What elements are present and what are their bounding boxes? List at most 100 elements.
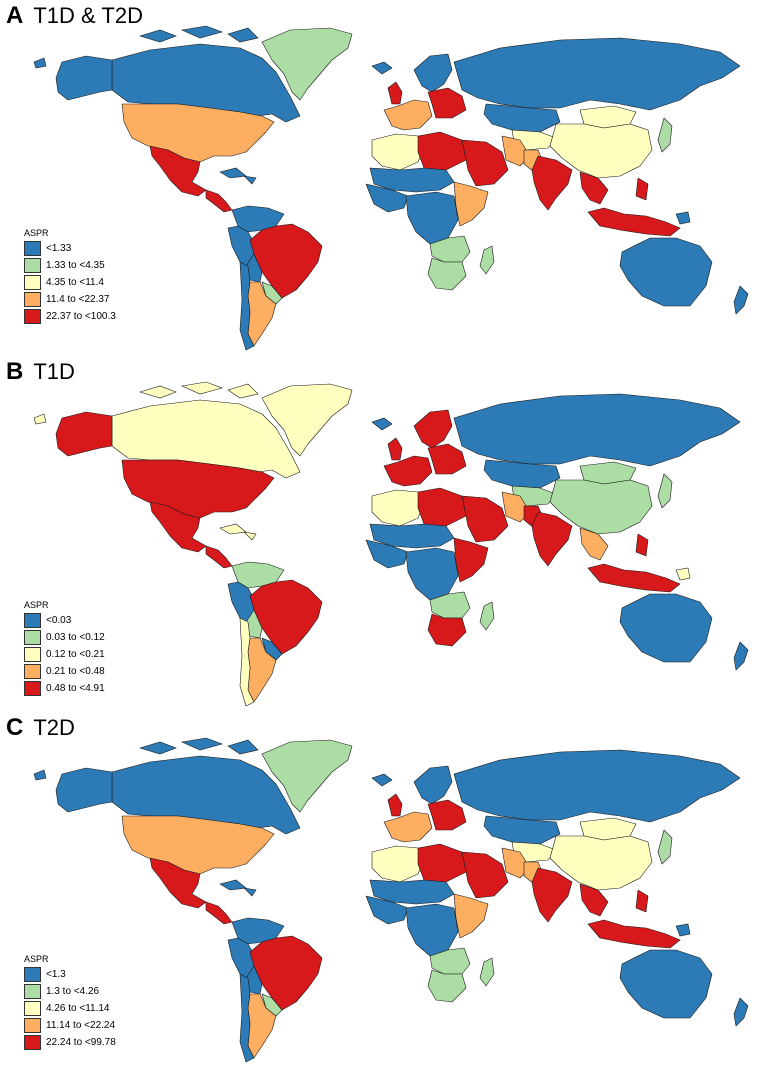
region-greenland: [261, 383, 353, 457]
region-china: [549, 479, 653, 535]
legend-swatch: [24, 613, 41, 628]
region-japan: [657, 117, 673, 153]
legend-item: 1.3 to <4.26: [24, 983, 116, 1000]
region-philippines: [635, 889, 649, 913]
legend-label: 1.3 to <4.26: [46, 986, 100, 997]
region-north-africa-w: [371, 489, 425, 527]
region-canada: [111, 399, 301, 479]
region-japan: [657, 473, 673, 509]
region-scandinavia: [413, 409, 453, 449]
panel-header: A T1D & T2D: [6, 2, 143, 38]
region-greenland: [261, 27, 353, 101]
island-region: [219, 879, 247, 891]
legend-title: ASPR: [24, 228, 49, 238]
legend-swatch: [24, 292, 41, 307]
region-madagascar: [479, 245, 495, 275]
region-central-africa: [405, 547, 459, 601]
region-australia: [619, 237, 713, 307]
legend-item: 4.26 to <11.14: [24, 1000, 116, 1017]
legend-swatch: [24, 1001, 41, 1016]
island-region: [180, 381, 223, 395]
region-new-zealand: [733, 641, 749, 671]
region-china: [549, 123, 653, 179]
region-alaska: [55, 55, 113, 101]
region-libya-egypt: [417, 487, 467, 527]
region-russia: [453, 393, 741, 467]
region-new-zealand: [733, 997, 749, 1027]
world-map: [33, 381, 749, 707]
island-region: [219, 523, 247, 535]
legend-label: <1.33: [46, 243, 72, 254]
legend-label: 22.37 to <100.3: [46, 311, 116, 322]
legend-item: 0.21 to <0.48: [24, 663, 105, 680]
legend-title: ASPR: [24, 954, 49, 964]
region-libya-egypt: [417, 131, 467, 171]
region-usa: [121, 459, 275, 519]
region-libya-egypt: [417, 843, 467, 883]
island-region: [138, 741, 177, 755]
region-middle-east: [461, 851, 509, 899]
legend-swatch: [24, 967, 41, 982]
legend-title: ASPR: [24, 600, 49, 610]
region-east-africa: [453, 181, 489, 227]
region-madagascar: [479, 601, 495, 631]
legend: ASPR <1.3 1.3 to <4.26 4.26 to <11.14 11…: [24, 954, 116, 1051]
world-map: [33, 25, 749, 351]
region-central-africa: [405, 191, 459, 245]
panel-letter: B: [6, 358, 24, 385]
region-paraguay: [261, 281, 283, 305]
panel-title: T2D: [33, 715, 75, 740]
legend-label: 4.35 to <11.4: [46, 277, 104, 288]
region-alaska: [55, 767, 113, 813]
region-usa: [121, 103, 275, 163]
island-region: [227, 27, 259, 43]
island-region: [33, 769, 47, 781]
region-uk: [387, 437, 403, 461]
legend-item: <0.03: [24, 612, 105, 629]
legend-swatch: [24, 1035, 41, 1050]
panel-header: B T1D: [6, 358, 75, 394]
legend-label: 0.48 to <4.91: [46, 683, 105, 694]
region-alaska: [55, 411, 113, 457]
region-west-africa: [365, 183, 409, 213]
legend-item: 1.33 to <4.35: [24, 257, 116, 274]
region-eastern-europe: [427, 799, 467, 831]
legend-item: 0.48 to <4.91: [24, 680, 105, 697]
legend-swatch: [24, 984, 41, 999]
region-iceland: [371, 773, 393, 787]
island-region: [138, 29, 177, 43]
region-new-zealand: [733, 285, 749, 315]
island-region: [138, 385, 177, 399]
region-indonesia: [587, 207, 681, 237]
region-sahel: [369, 167, 455, 193]
region-eastern-europe: [427, 443, 467, 475]
panel-title: T1D: [33, 359, 75, 384]
legend-item: 4.35 to <11.4: [24, 274, 116, 291]
region-india: [531, 155, 573, 211]
legend-swatch: [24, 309, 41, 324]
region-central-america: [205, 189, 233, 213]
region-paraguay: [261, 993, 283, 1017]
legend-swatch: [24, 647, 41, 662]
region-iceland: [371, 417, 393, 431]
world-map: [33, 737, 749, 1063]
legend-swatch: [24, 664, 41, 679]
legend-item: <1.33: [24, 240, 116, 257]
legend-item: 11.4 to <22.37: [24, 291, 116, 308]
island-region: [243, 175, 257, 185]
region-indonesia: [587, 563, 681, 593]
region-west-africa: [365, 539, 409, 569]
region-australia: [619, 949, 713, 1019]
legend-swatch: [24, 630, 41, 645]
legend-swatch: [24, 241, 41, 256]
region-central-africa: [405, 903, 459, 957]
panel-header: C T2D: [6, 714, 75, 750]
legend-label: 0.21 to <0.48: [46, 666, 105, 677]
region-philippines: [635, 177, 649, 201]
legend-swatch: [24, 275, 41, 290]
region-bolivia: [245, 965, 263, 995]
region-chile: [239, 617, 255, 707]
region-uk: [387, 793, 403, 817]
region-south-africa: [427, 969, 467, 1003]
region-western-europe: [383, 811, 433, 843]
